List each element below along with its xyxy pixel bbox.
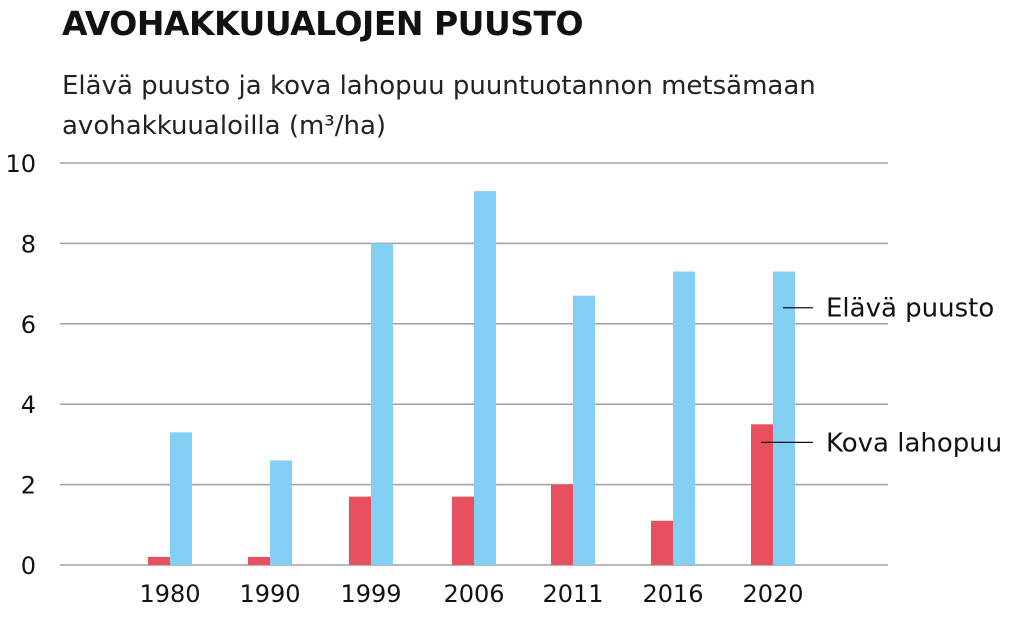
bar-elava-puusto (170, 432, 192, 565)
bar-kova-lahopuu (148, 556, 170, 565)
bar-elava-puusto (270, 460, 292, 565)
legend-label-elava-puusto: Elävä puusto (826, 294, 994, 324)
x-tick-label: 1980 (139, 580, 200, 608)
bar-elava-puusto (371, 243, 393, 565)
x-tick-label: 1999 (340, 580, 401, 608)
y-tick-label: 2 (21, 472, 36, 500)
chart-title: AVOHAKKUUALOJEN PUUSTO (62, 4, 584, 43)
y-tick-label: 8 (21, 230, 36, 258)
bar-kova-lahopuu (551, 484, 573, 565)
x-tick-label: 1990 (239, 580, 300, 608)
chart-subtitle: Elävä puusto ja kova lahopuu puuntuotann… (62, 71, 816, 141)
bar-elava-puusto (773, 271, 795, 565)
bar-elava-puusto (573, 295, 595, 565)
y-tick-label: 0 (21, 552, 36, 580)
legend-label-kova-lahopuu: Kova lahopuu (826, 428, 1002, 458)
y-tick-label: 10 (5, 150, 36, 178)
y-tick-label: 6 (21, 311, 36, 339)
y-tick-label: 4 (21, 391, 36, 419)
bar-kova-lahopuu (349, 496, 371, 565)
x-tick-label: 2016 (642, 580, 703, 608)
bar-elava-puusto (673, 271, 695, 565)
x-tick-label: 2011 (542, 580, 603, 608)
x-tick-label: 2020 (742, 580, 803, 608)
bar-kova-lahopuu (248, 556, 270, 565)
bar-kova-lahopuu (751, 424, 773, 565)
bar-kova-lahopuu (452, 496, 474, 565)
x-tick-label: 2006 (443, 580, 504, 608)
bar-kova-lahopuu (651, 520, 673, 565)
bar-elava-puusto (474, 191, 496, 565)
